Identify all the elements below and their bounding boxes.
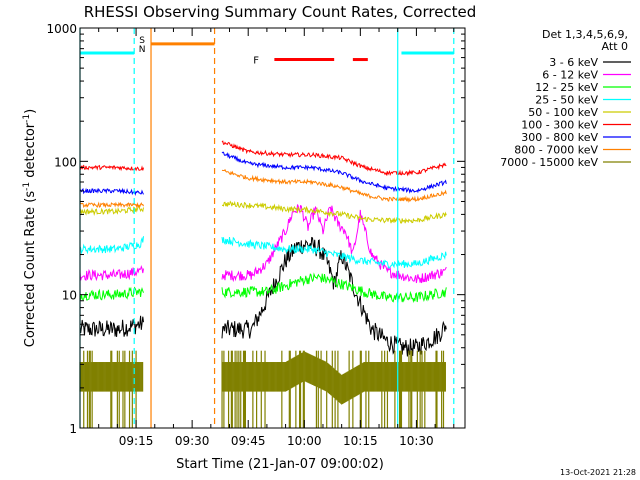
series-25-50-kev-segment-0 bbox=[79, 236, 144, 255]
y-axis-label-sup2: -1 bbox=[22, 114, 32, 123]
series-3-6-kev-segment-1 bbox=[221, 236, 447, 357]
legend-item-7000-15000-kev: 7000 - 15000 keV bbox=[500, 156, 631, 169]
legend-label: 100 - 300 keV bbox=[521, 119, 598, 132]
series-3-6-kev-segment-0 bbox=[79, 315, 144, 337]
flag-marker-s: S bbox=[139, 36, 145, 46]
axis-layer: 09:15 09:30 09:45 10:00 10:15 10:30 1 10 100 1000 bbox=[46, 22, 465, 448]
series-12-25-kev-segment-1 bbox=[221, 272, 447, 304]
y-axis-label-sup1: -1 bbox=[22, 182, 32, 191]
legend-label: 6 - 12 keV bbox=[542, 69, 598, 82]
legend-label: 50 - 100 keV bbox=[528, 106, 598, 119]
legend-item-300-800-kev: 300 - 800 keV bbox=[521, 131, 631, 144]
legend-header-det: Det 1,3,4,5,6,9, bbox=[542, 28, 628, 41]
legend-label: 3 - 6 keV bbox=[549, 56, 598, 69]
legend-label: 300 - 800 keV bbox=[521, 131, 598, 144]
series-800-7000-kev-segment-0 bbox=[79, 201, 144, 209]
y-axis-label-main: Corrected Count Rate (s bbox=[23, 191, 38, 348]
chart-title: RHESSI Observing Summary Count Rates, Co… bbox=[84, 3, 477, 21]
x-tick-label: 09:45 bbox=[231, 434, 266, 448]
series-800-7000-kev-segment-1 bbox=[221, 168, 447, 204]
legend-label: 800 - 7000 keV bbox=[514, 144, 598, 157]
y-axis-label: Corrected Count Rate (s-1 detector-1) bbox=[22, 109, 38, 347]
legend-item-25-50-kev: 25 - 50 keV bbox=[535, 94, 631, 107]
legend-item-6-12-kev: 6 - 12 keV bbox=[542, 69, 631, 82]
x-tick-label: 10:15 bbox=[343, 434, 378, 448]
series-300-800-kev-segment-0 bbox=[79, 187, 144, 196]
y-axis-label-mid: detector bbox=[23, 122, 38, 182]
legend-header-att: Att 0 bbox=[602, 40, 628, 53]
legend-item-12-25-kev: 12 - 25 keV bbox=[535, 81, 631, 94]
series-7000-15000-kev-segment-0 bbox=[79, 350, 144, 428]
series-6-12-kev-segment-1 bbox=[221, 204, 447, 284]
legend-label: 7000 - 15000 keV bbox=[500, 156, 598, 169]
series-7000-15000-kev-segment-1 bbox=[221, 350, 446, 428]
legend-label: 12 - 25 keV bbox=[535, 81, 598, 94]
y-axis-label-end: ) bbox=[23, 109, 38, 114]
y-tick-label: 1 bbox=[69, 422, 77, 436]
y-tick-label: 1000 bbox=[46, 22, 77, 36]
series-100-300-kev-segment-1 bbox=[221, 140, 447, 177]
series-50-100-kev-segment-0 bbox=[79, 206, 144, 217]
legend-item-100-300-kev: 100 - 300 keV bbox=[521, 119, 631, 132]
x-tick-label: 09:15 bbox=[119, 434, 154, 448]
y-tick-label: 10 bbox=[62, 289, 77, 303]
series-300-800-kev-segment-1 bbox=[221, 151, 447, 194]
legend-label: 25 - 50 keV bbox=[535, 94, 598, 107]
series-50-100-kev-segment-1 bbox=[221, 200, 447, 224]
series-25-50-kev-segment-1 bbox=[221, 236, 447, 269]
footer-timestamp: 13-Oct-2021 21:28 bbox=[560, 468, 636, 477]
y-tick-label: 100 bbox=[54, 155, 77, 169]
plot-frame bbox=[79, 27, 466, 429]
x-axis-label: Start Time (21-Jan-07 09:00:02) bbox=[176, 457, 384, 472]
x-tick-label: 10:00 bbox=[287, 434, 322, 448]
x-tick-label: 10:30 bbox=[399, 434, 434, 448]
series-6-12-kev-segment-0 bbox=[79, 265, 144, 282]
legend-item-50-100-kev: 50 - 100 keV bbox=[528, 106, 631, 119]
x-tick-label: 09:30 bbox=[175, 434, 210, 448]
series-100-300-kev-segment-0 bbox=[79, 164, 144, 172]
legend-item-800-7000-kev: 800 - 7000 keV bbox=[514, 144, 631, 157]
flag-marker-n: N bbox=[139, 45, 146, 55]
series-12-25-kev-segment-0 bbox=[79, 286, 144, 301]
series-layer bbox=[79, 140, 447, 428]
legend-item-3-6-kev: 3 - 6 keV bbox=[549, 56, 631, 69]
flare-label: F bbox=[253, 56, 259, 67]
